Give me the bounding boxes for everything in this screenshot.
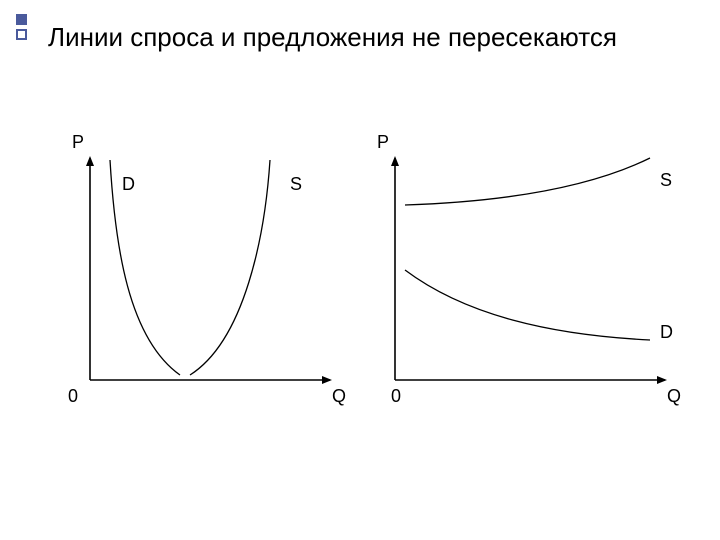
left-d-label: D	[122, 174, 135, 195]
right-y-axis-label: P	[377, 132, 389, 153]
right-origin-label: 0	[391, 386, 401, 407]
left-s-label: S	[290, 174, 302, 195]
title-bullets	[16, 14, 27, 44]
left-y-axis-label: P	[72, 132, 84, 153]
page-title: Линии спроса и предложения не пересекают…	[48, 22, 617, 53]
right-x-axis-label: Q	[667, 386, 681, 407]
left-x-axis-label: Q	[332, 386, 346, 407]
right-d-label: D	[660, 322, 673, 343]
left-origin-label: 0	[68, 386, 78, 407]
bullet-empty-icon	[16, 29, 27, 40]
bullet-filled-icon	[16, 14, 27, 25]
left-chart: P Q 0 D S	[70, 150, 340, 410]
right-chart: P Q 0 D S	[375, 150, 675, 410]
right-s-label: S	[660, 170, 672, 191]
right-chart-svg	[375, 150, 675, 410]
